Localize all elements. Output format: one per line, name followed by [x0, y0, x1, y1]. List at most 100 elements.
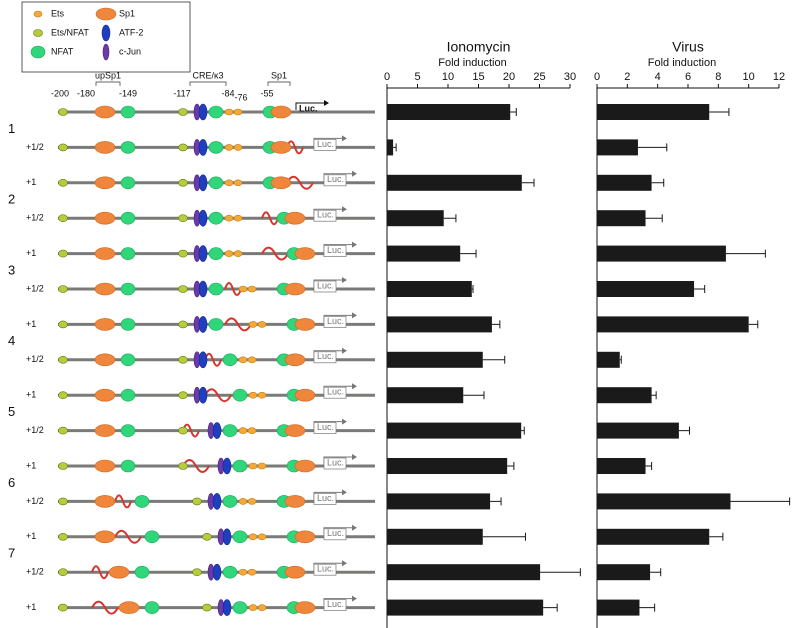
factor [232, 388, 248, 402]
error-bar [482, 532, 526, 541]
luc-box [323, 316, 347, 328]
bar [387, 104, 511, 120]
legend-swatch [95, 7, 117, 21]
factor [270, 176, 292, 190]
factor [257, 391, 267, 399]
luc-arrowhead [352, 170, 357, 177]
x-tick-label: 10 [743, 71, 755, 83]
luc-arrowhead [342, 347, 347, 354]
position-label: -117 [173, 88, 190, 98]
factor [232, 530, 248, 544]
factor [134, 565, 150, 579]
x-tick-label: 6 [685, 71, 691, 83]
factor [198, 103, 208, 121]
factor [134, 495, 150, 508]
bar [387, 210, 444, 227]
insertion [114, 529, 142, 544]
factor [192, 497, 202, 506]
error-bar [645, 214, 663, 223]
error-bar [460, 249, 477, 258]
bar [597, 387, 652, 404]
error-bar [650, 568, 662, 577]
region-bracket [267, 81, 291, 86]
factor [284, 353, 306, 367]
luc-label: Luc. [327, 528, 344, 538]
factor [208, 318, 224, 331]
factor [58, 497, 68, 506]
region-bracket [95, 81, 121, 86]
luc-label: Luc. [317, 210, 334, 220]
bar [387, 174, 522, 191]
luc-arrow [295, 102, 324, 110]
factor [108, 565, 130, 579]
axis-label: Fold induction [648, 57, 717, 69]
luc-box [323, 245, 347, 257]
factor [248, 462, 258, 470]
factor [257, 604, 267, 611]
bar [387, 599, 544, 616]
luc-label: Luc. [327, 599, 344, 609]
region-bracket [189, 81, 227, 86]
x-tick-label: 4 [655, 71, 661, 83]
row-label: +1/2 [26, 213, 44, 223]
factor [208, 211, 224, 225]
bar [387, 564, 541, 581]
factor [94, 247, 116, 260]
group-label: 7 [8, 546, 15, 561]
factor [58, 426, 68, 435]
x-tick-label: 25 [533, 71, 545, 83]
luc-box [313, 493, 337, 505]
factor [238, 568, 248, 576]
factor [120, 105, 136, 119]
row-label: +1 [26, 177, 36, 187]
factor [118, 601, 140, 614]
factor [224, 214, 234, 222]
factor [94, 459, 116, 473]
legend-swatch [102, 43, 110, 61]
error-bar [490, 497, 502, 506]
factor [94, 495, 116, 508]
factor [58, 108, 68, 116]
bar [387, 316, 492, 333]
bar [597, 564, 651, 581]
bar [597, 281, 695, 297]
insertion [224, 317, 252, 332]
factor [120, 247, 136, 260]
x-tick-label: 0 [384, 71, 390, 83]
bar [597, 458, 646, 474]
error-bar [725, 249, 766, 258]
factor [58, 179, 68, 187]
factor [232, 459, 248, 473]
x-tick-label: 0 [594, 71, 600, 83]
legend-label: ATF-2 [119, 27, 143, 37]
bar [387, 528, 483, 545]
factor [212, 563, 222, 581]
factor [178, 214, 188, 222]
factor [58, 568, 68, 577]
luc-label: Luc. [317, 422, 334, 432]
error-bar [491, 320, 501, 329]
factor [120, 424, 136, 437]
legend-swatch [101, 24, 111, 42]
factor [58, 143, 68, 152]
position-label: -149 [119, 88, 137, 98]
bar [387, 422, 522, 439]
factor [178, 391, 188, 400]
factor [58, 355, 68, 364]
factor [224, 108, 234, 116]
factor [294, 530, 316, 544]
error-bar [463, 391, 485, 400]
bar [387, 458, 508, 474]
error-bar [637, 143, 668, 152]
factor [238, 427, 248, 434]
luc-arrowhead [342, 206, 347, 213]
factor [248, 533, 258, 541]
region-label: CRE/κ3 [192, 70, 223, 80]
luc-box [313, 563, 337, 576]
group-label: 4 [8, 333, 15, 348]
factor [212, 422, 222, 439]
factor [58, 391, 68, 400]
x-tick-label: 20 [503, 71, 515, 83]
bar [597, 174, 652, 191]
factor [58, 214, 68, 222]
